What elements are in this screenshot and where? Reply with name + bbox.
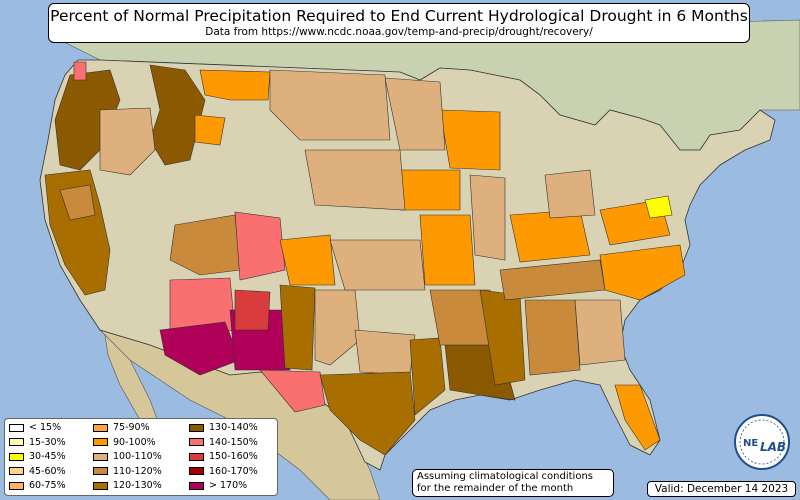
region-alabama [524, 299, 581, 376]
legend-item: 75-90% [93, 422, 150, 434]
legend-item: 60-75% [9, 480, 66, 492]
legend-label: 90-100% [113, 436, 156, 448]
region-new-mexico-brown [279, 284, 316, 371]
legend-label: 150-160% [209, 451, 258, 462]
legend-label: < 15% [29, 422, 62, 433]
region-maryland-yellow [644, 195, 673, 219]
assumption-line-1: Assuming climatological conditions [417, 471, 593, 482]
nelab-logo-icon: NE LAB [734, 414, 790, 470]
legend-item: 160-170% [189, 466, 258, 478]
legend-swatch [189, 423, 204, 432]
drought-regions [44, 61, 686, 456]
map-subtitle: Data from https://www.ncdc.noaa.gov/temp… [205, 26, 593, 38]
legend-item: 110-120% [93, 466, 162, 478]
legend-swatch [9, 423, 24, 432]
legend-item: 90-100% [93, 437, 156, 449]
region-oregon-interior [99, 107, 156, 176]
legend-label: 110-120% [113, 465, 162, 477]
region-iowa [399, 169, 461, 211]
region-nebraska [304, 149, 406, 211]
region-idaho-montana [149, 64, 206, 166]
region-northwest-coast [54, 69, 121, 171]
valid-date: Valid: December 14 2023 [647, 481, 796, 497]
legend-label: 160-170% [209, 465, 258, 477]
legend-item: 150-160% [189, 451, 258, 463]
region-wyoming-orange [194, 114, 226, 146]
region-north-carolina [599, 244, 686, 301]
legend-label: 30-45% [29, 451, 66, 462]
region-northern-plains [269, 69, 391, 141]
assumption-line-2: for the remainder of the month [417, 483, 574, 494]
region-ohio [544, 169, 596, 219]
region-colorado-red [234, 211, 286, 281]
legend-swatch [9, 481, 24, 490]
region-wisconsin [439, 109, 501, 171]
legend-item: 140-150% [189, 437, 258, 449]
legend-swatch [9, 438, 24, 446]
legend-label: 75-90% [113, 422, 150, 433]
legend: < 15% 15-30% 30-45% 45-60% 60-75% 75-90% 90-10… [4, 418, 278, 496]
legend-item: > 170% [189, 480, 247, 492]
region-utah [169, 214, 241, 276]
region-south-texas [319, 371, 416, 456]
region-florida [614, 384, 661, 451]
legend-item: 45-60% [9, 466, 66, 478]
logo-text-lab: LAB [760, 440, 786, 454]
legend-label: 15-30% [29, 436, 66, 448]
assumption-note: Assuming climatological conditions for t… [412, 469, 614, 497]
legend-label: 130-140% [209, 422, 258, 433]
region-illinois [469, 174, 506, 261]
legend-swatch [93, 438, 108, 446]
legend-label: 100-110% [113, 451, 162, 462]
legend-swatch [93, 452, 108, 461]
legend-swatch [93, 467, 108, 475]
region-east-texas [409, 337, 446, 416]
legend-swatch [189, 467, 204, 475]
legend-swatch [9, 452, 24, 461]
legend-swatch [189, 452, 204, 461]
legend-label: 120-130% [113, 480, 162, 491]
region-central-texas [354, 329, 416, 376]
title-box: Percent of Normal Precipitation Required… [48, 3, 750, 43]
legend-item: 120-130% [93, 480, 162, 492]
legend-label: 60-75% [29, 480, 66, 491]
legend-item: 15-30% [9, 437, 66, 449]
region-missouri [419, 214, 476, 286]
region-west-texas-red [259, 369, 326, 413]
region-new-mexico-red [234, 289, 271, 331]
region-nevada [59, 184, 96, 221]
region-minnesota [384, 77, 446, 151]
legend-swatch [93, 481, 108, 490]
legend-swatch [189, 481, 204, 490]
legend-item: 130-140% [189, 422, 258, 434]
map-title: Percent of Normal Precipitation Required… [50, 7, 748, 25]
region-oklahoma [329, 239, 426, 291]
region-georgia [574, 299, 626, 366]
legend-item: 100-110% [93, 451, 162, 463]
region-washington-coast [73, 61, 87, 81]
legend-swatch [93, 423, 108, 432]
legend-item: < 15% [9, 422, 61, 434]
region-kansas-orange [279, 234, 336, 286]
legend-label: 140-150% [209, 436, 258, 448]
legend-item: 30-45% [9, 451, 66, 463]
legend-swatch [9, 467, 24, 475]
logo-text-ne: NE [743, 438, 758, 449]
legend-swatch [189, 438, 204, 446]
region-california [44, 169, 111, 296]
legend-label: > 170% [209, 480, 248, 491]
region-montana-orange [199, 69, 271, 101]
legend-label: 45-60% [29, 465, 66, 477]
region-arizona-magenta [159, 321, 241, 376]
